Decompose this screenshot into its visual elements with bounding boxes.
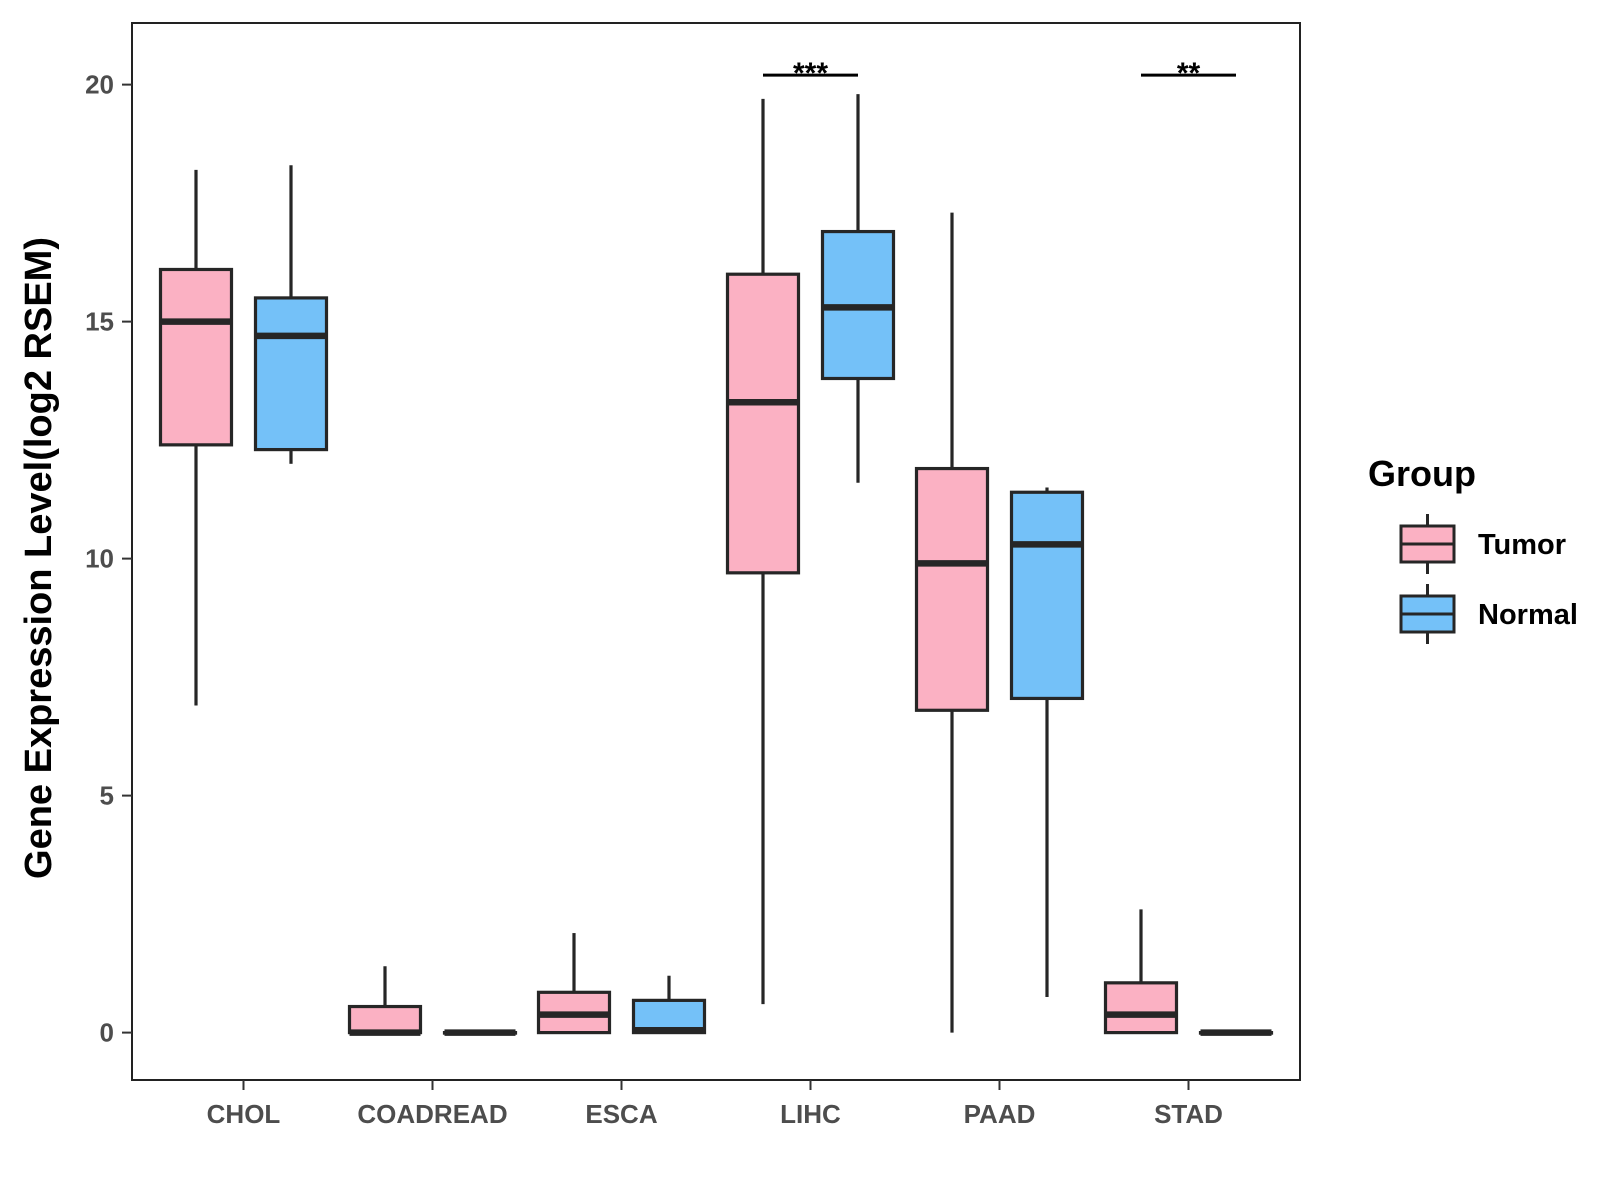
box-tumor-stad [1103,909,1179,1035]
x-tick-label: CHOL [207,1099,281,1129]
y-tick-label: 0 [100,1018,114,1048]
panel-border [131,22,1301,1081]
y-axis-title: Gene Expression Level(log2 RSEM) [18,237,60,879]
x-tick-label: PAAD [964,1099,1036,1129]
box-body [253,296,329,452]
x-tick-label: STAD [1154,1099,1223,1129]
x-tick-label: LIHC [780,1099,841,1129]
y-tick-label: 10 [85,544,114,574]
legend-label: Tumor [1478,529,1566,561]
box-normal-esca [631,975,707,1035]
box-tumor-paad [914,212,990,1033]
box-body [347,1004,423,1035]
box-body [1103,981,1179,1035]
box-normal-coadread [442,1029,518,1036]
box-tumor-chol [158,169,234,706]
legend: Group Tumor Normal [1368,453,1578,644]
box-normal-stad [1198,1029,1274,1036]
x-tick-label: ESCA [585,1099,657,1129]
significance-label: *** [793,57,828,90]
y-tick-label: 20 [85,70,114,100]
box-normal-lihc [820,94,896,483]
legend-title: Group [1368,453,1476,494]
box-tumor-coadread [347,966,423,1036]
legend-key-normal [1399,584,1456,644]
y-tick-label: 15 [85,307,114,337]
box-body [1009,490,1085,701]
box-body [914,466,990,712]
box-tumor-lihc [725,98,801,1005]
box-body [725,272,801,575]
box-normal-chol [253,165,329,464]
y-tick-label: 5 [100,781,114,811]
x-tick-label: COADREAD [357,1099,507,1129]
legend-label: Normal [1478,599,1578,631]
legend-key-tumor [1399,514,1456,574]
significance-label: ** [1177,57,1201,90]
box-normal-paad [1009,487,1085,998]
box-tumor-esca [536,933,612,1035]
box-body [158,267,234,447]
